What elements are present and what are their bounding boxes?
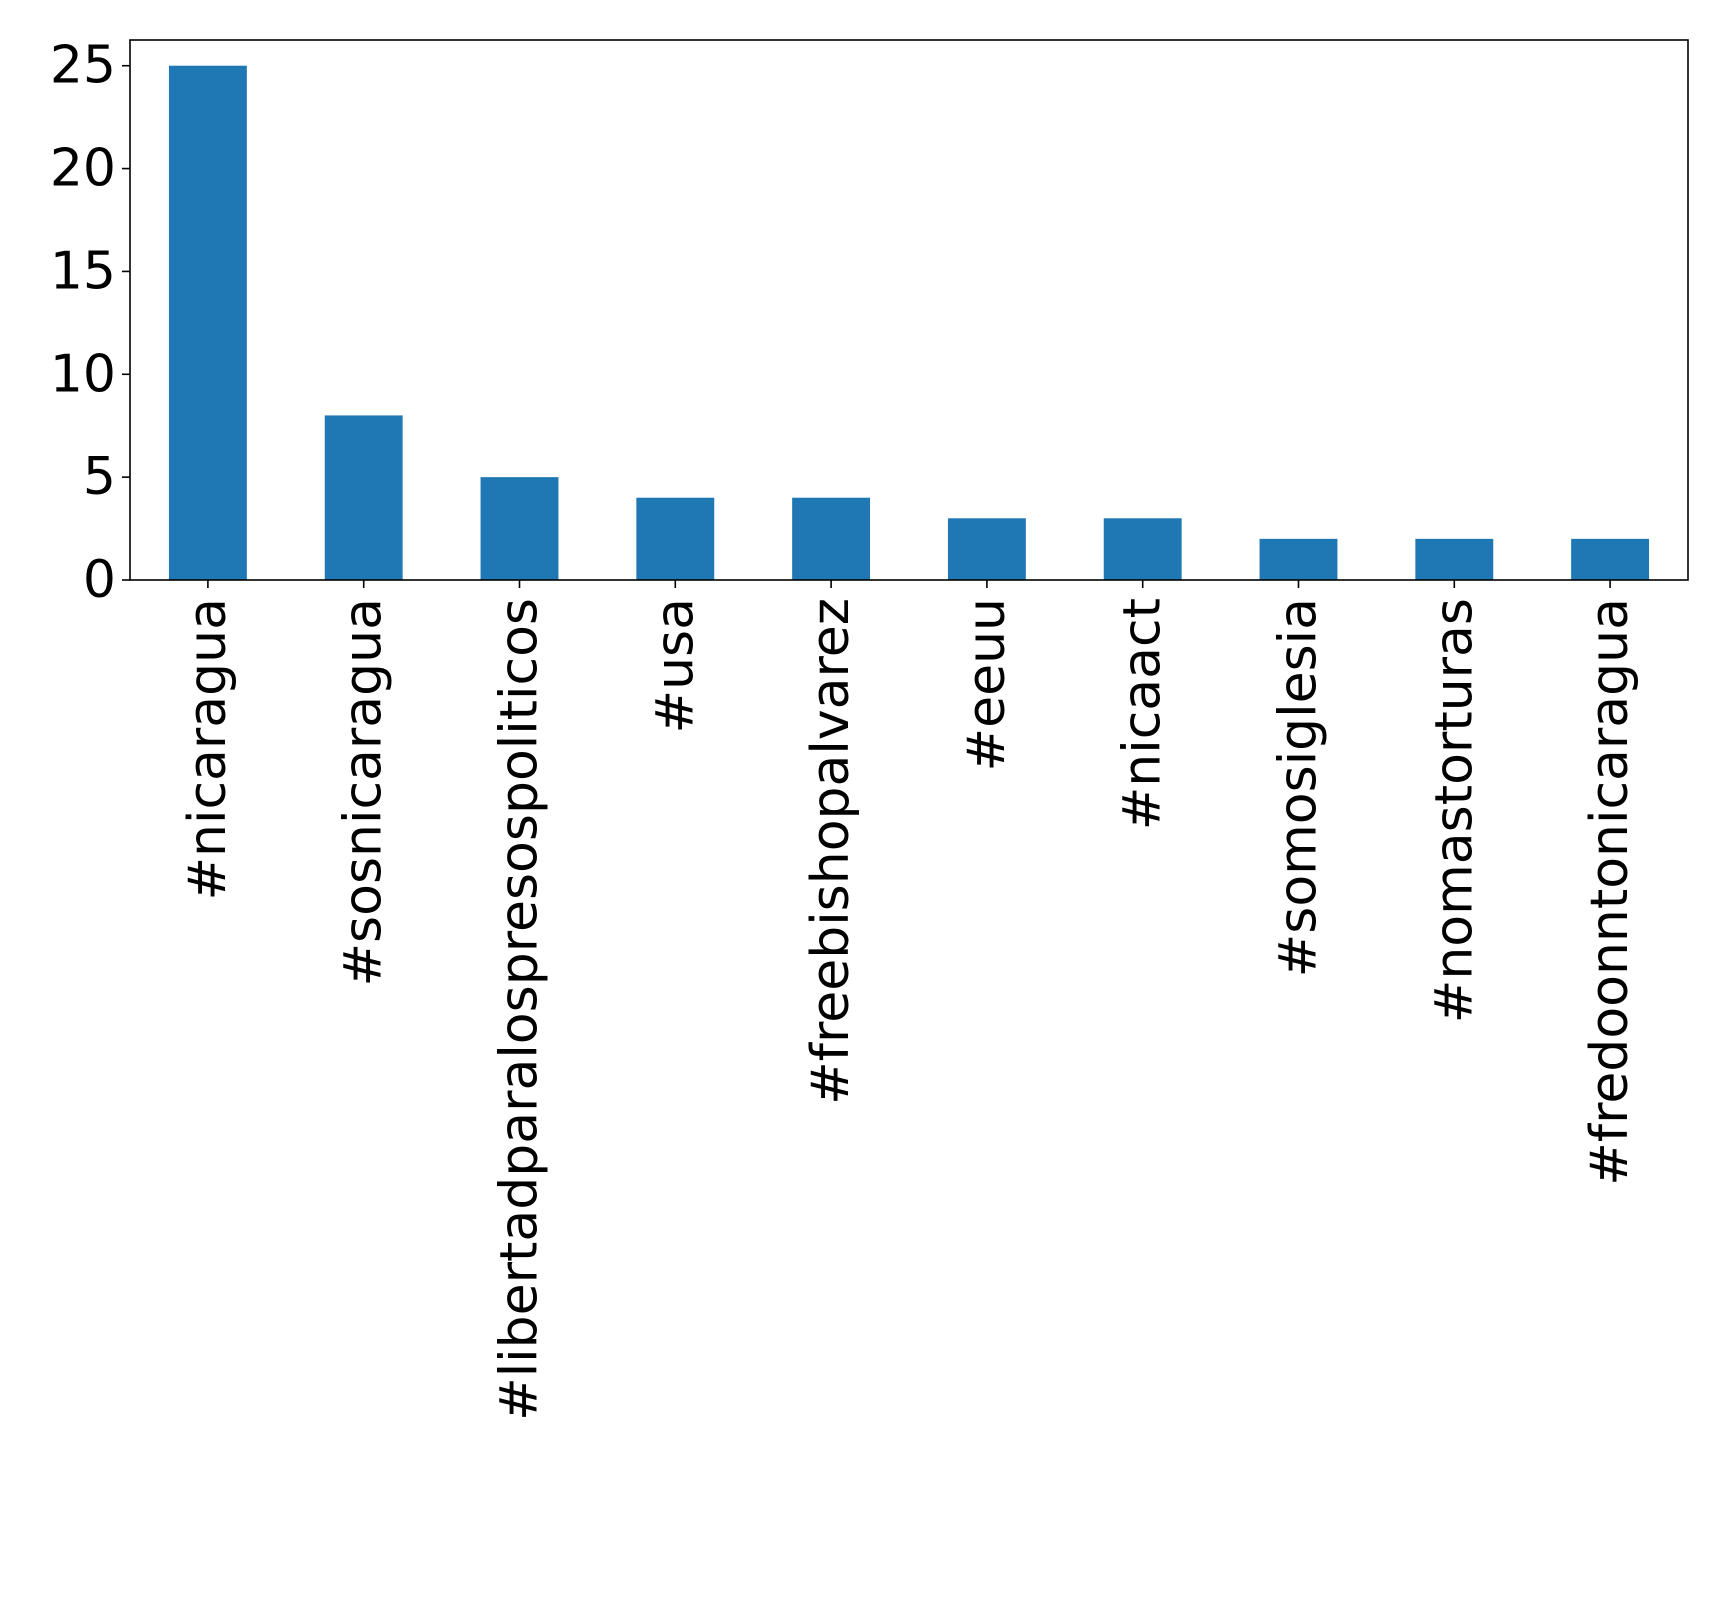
x-tick-label: #usa <box>645 598 705 733</box>
x-tick-label: #fredoonntonicaragua <box>1580 598 1640 1186</box>
bar-eeuu <box>947 518 1026 580</box>
bar-nomastorturas <box>1415 538 1494 580</box>
bar-usa <box>636 497 715 580</box>
y-tick-label: 0 <box>83 550 116 610</box>
plot-frame <box>129 39 1689 581</box>
x-tick-label: #somosiglesia <box>1269 598 1329 977</box>
bar-nicaact <box>1103 518 1182 580</box>
y-tick-label: 25 <box>50 36 116 96</box>
x-tick-label: #freebishopalvarez <box>801 598 861 1105</box>
y-tick-label: 20 <box>50 139 116 199</box>
x-tick-label: #nicaact <box>1113 598 1173 830</box>
x-tick-label: #sosnicaragua <box>334 598 394 987</box>
bars-layer <box>168 65 1650 580</box>
x-axis-ticks: #nicaragua #sosnicaragua #libertadparalosp… <box>178 580 1640 1421</box>
x-tick-label: #nicaragua <box>178 598 238 901</box>
bar-nicaragua <box>168 65 247 580</box>
bar-libertadparalospresospoliticos <box>480 477 559 580</box>
bar-sosnicaragua <box>324 415 403 580</box>
y-tick-label: 15 <box>50 241 116 301</box>
bar-freebishopalvarez <box>792 497 871 580</box>
bar-fredoonntonicaragua <box>1571 538 1650 580</box>
x-tick-label: #libertadparalospresospoliticos <box>490 598 550 1421</box>
x-tick-label: #nomastorturas <box>1424 598 1484 1023</box>
y-tick-label: 10 <box>50 344 116 404</box>
y-tick-label: 5 <box>83 447 116 507</box>
x-tick-label: #eeuu <box>957 598 1017 771</box>
bar-somosiglesia <box>1259 538 1338 580</box>
y-axis-ticks: 0 5 10 15 20 25 <box>50 36 130 610</box>
